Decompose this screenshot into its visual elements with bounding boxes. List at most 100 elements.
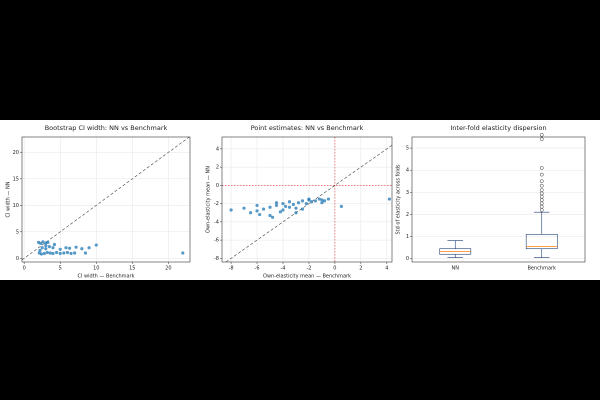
point: [304, 202, 308, 206]
point: [296, 201, 301, 205]
point: [294, 211, 298, 215]
point: [41, 240, 45, 244]
y-tick-label: 5: [16, 229, 19, 235]
point: [64, 246, 68, 250]
y-tick-label: -4: [214, 219, 219, 225]
point: [322, 199, 327, 203]
outlier: [539, 132, 544, 137]
y-tick-label: 10: [13, 203, 19, 209]
outlier: [539, 137, 544, 142]
x-tick-label: 20: [165, 266, 171, 272]
point: [283, 204, 288, 208]
point: [258, 212, 262, 217]
point: [274, 201, 279, 205]
point: [309, 200, 314, 204]
point: [44, 247, 48, 251]
point: [44, 243, 48, 248]
point: [313, 199, 318, 203]
y-tick-label: 5: [406, 146, 409, 152]
diagonal: [225, 144, 393, 263]
point: [58, 247, 62, 251]
point: [271, 215, 275, 219]
chart-title: Bootstrap CI width: NN vs Benchmark: [45, 124, 168, 132]
point: [74, 245, 78, 249]
point: [255, 203, 259, 208]
point: [67, 246, 72, 250]
point: [65, 250, 70, 255]
point: [55, 250, 59, 255]
point: [300, 199, 305, 203]
point: [317, 197, 321, 201]
point: [248, 211, 253, 215]
point: [73, 251, 77, 255]
point: [45, 250, 49, 255]
point: [80, 247, 84, 251]
point: [51, 246, 55, 250]
y-tick-label: 15: [13, 176, 19, 182]
point: [278, 210, 282, 214]
figure-background: [0, 120, 600, 280]
point: [281, 208, 285, 212]
point: [58, 251, 62, 256]
point: [181, 251, 185, 255]
x-tick-label: 15: [129, 266, 135, 272]
outlier: [539, 179, 544, 184]
point: [326, 197, 331, 201]
y-tick-label: 0: [216, 183, 219, 189]
y-axis-label: CI width — NN: [6, 181, 12, 217]
x-tick-label: -8: [229, 266, 234, 272]
point: [320, 201, 324, 205]
point: [242, 206, 246, 210]
y-tick-label: 0: [406, 256, 409, 262]
y-tick-label: 20: [13, 150, 19, 156]
y-tick-label: 4: [406, 168, 409, 174]
point: [387, 197, 392, 201]
point: [291, 202, 295, 207]
plot-frame: [21, 136, 191, 263]
point: [274, 203, 279, 208]
point: [339, 204, 343, 208]
x-tick-label: NN: [452, 266, 460, 272]
x-tick-label: 0: [23, 266, 26, 272]
x-tick-label: Benchmark: [528, 266, 557, 272]
x-tick-label: 10: [93, 266, 99, 272]
point: [47, 245, 51, 249]
x-tick-label: 0: [333, 266, 336, 272]
x-tick-label: -6: [255, 266, 260, 272]
point: [268, 205, 272, 209]
y-tick-label: -8: [214, 256, 219, 262]
point: [320, 198, 324, 202]
x-axis-label: Own-elasticity mean — Benchmark: [263, 274, 351, 280]
point: [38, 248, 42, 252]
plot-frame: [221, 136, 393, 263]
x-axis-label: CI width — Benchmark: [78, 274, 135, 280]
point: [294, 206, 298, 210]
x-tick-label: -4: [280, 266, 285, 272]
point: [69, 251, 73, 256]
outlier: [539, 172, 544, 177]
y-axis-label: Std of elasticity across folds: [396, 164, 402, 234]
point: [48, 251, 52, 255]
point: [300, 207, 305, 211]
diagonal: [21, 136, 190, 261]
point: [51, 251, 55, 256]
chart-title: Point estimates: NN vs Benchmark: [251, 124, 364, 132]
y-tick-label: 2: [406, 212, 409, 218]
plot-frame: [411, 136, 586, 263]
point: [261, 207, 266, 211]
box: [525, 234, 558, 250]
point: [229, 208, 233, 212]
outlier: [539, 183, 544, 188]
point: [46, 240, 50, 245]
point: [87, 246, 91, 250]
point: [39, 252, 44, 256]
point: [287, 200, 292, 204]
x-tick-label: 4: [385, 266, 388, 272]
point: [307, 197, 311, 201]
y-tick-label: 0: [16, 256, 19, 262]
chart-title: Inter-fold elasticity dispersion: [450, 124, 546, 132]
x-tick-label: 5: [59, 266, 62, 272]
y-tick-label: 2: [216, 165, 219, 171]
x-tick-label: 2: [359, 266, 362, 272]
